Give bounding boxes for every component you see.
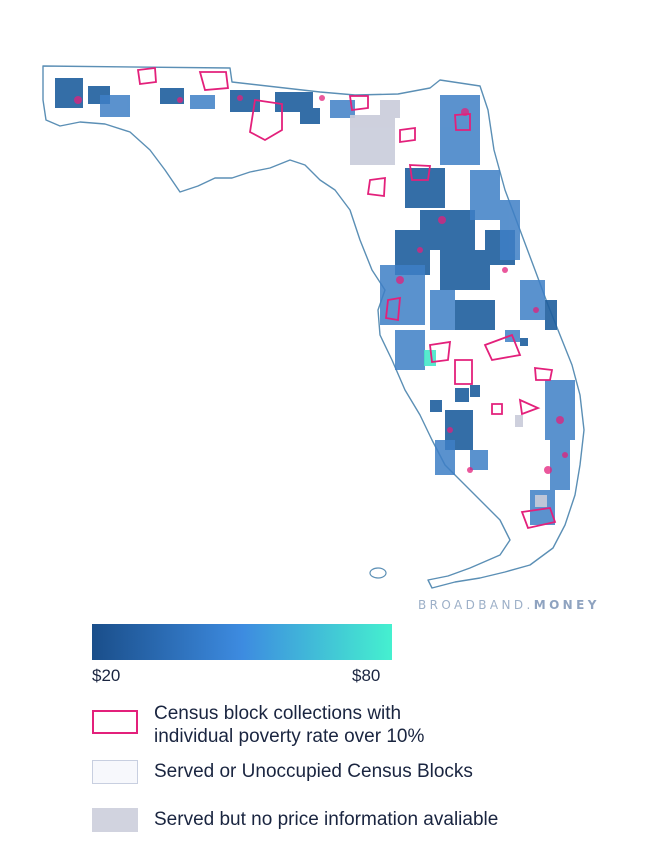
- watermark-part2: MONEY: [533, 598, 600, 612]
- key-island: [369, 567, 387, 579]
- legend-label-served: Served or Unoccupied Census Blocks: [154, 761, 473, 782]
- legend-label-poverty: Census block collections with individual…: [154, 702, 424, 748]
- legend-item-poverty: Census block collections with individual…: [92, 702, 424, 748]
- florida-outline: [42, 65, 585, 589]
- served-swatch: [92, 760, 138, 784]
- legend-label-poverty-line1: Census block collections with: [154, 703, 402, 724]
- poverty-swatch: [92, 710, 138, 734]
- poverty-outlines: [136, 66, 557, 530]
- legend-item-no-price: Served but no price information avaliabl…: [92, 808, 498, 832]
- legend-label-poverty-line2: individual poverty rate over 10%: [154, 726, 425, 747]
- scale-max-label: $80: [352, 666, 381, 685]
- price-blocks-dark: [55, 78, 557, 450]
- legend-label-no-price: Served but no price information avaliabl…: [154, 809, 499, 830]
- florida-price-map: [42, 65, 585, 589]
- poverty-clusters: [74, 95, 568, 474]
- scale-min-label: $20: [92, 666, 121, 685]
- no-price-blocks: [350, 100, 547, 507]
- price-color-scale: [92, 624, 392, 660]
- broadband-money-watermark: BROADBAND.MONEY: [418, 598, 600, 612]
- price-blocks-mid: [100, 95, 575, 525]
- no-price-swatch: [92, 808, 138, 832]
- watermark-part1: BROADBAND.: [418, 598, 534, 612]
- legend-item-served: Served or Unoccupied Census Blocks: [92, 760, 473, 784]
